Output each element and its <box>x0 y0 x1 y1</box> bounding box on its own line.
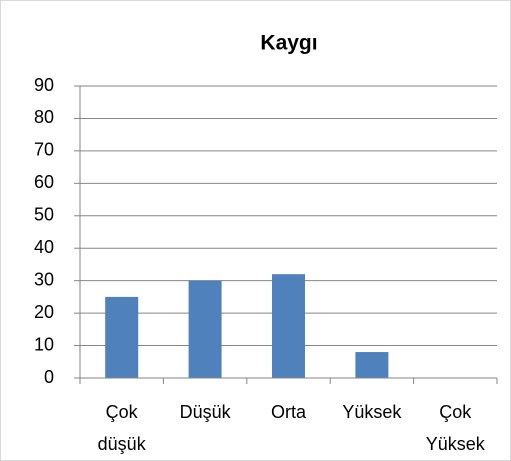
y-tick-label: 60 <box>34 172 54 192</box>
x-tick-label: Orta <box>270 402 306 422</box>
chart-title: Kaygı <box>260 32 317 55</box>
x-tick-label: Çok Yüksek <box>425 402 485 454</box>
bar <box>355 352 389 378</box>
bar <box>105 296 139 378</box>
y-tick-label: 30 <box>34 269 54 289</box>
y-tick-label: 0 <box>44 367 54 387</box>
y-tick-label: 40 <box>34 237 54 257</box>
y-tick-label: 20 <box>34 302 54 322</box>
x-tick-label: Çok düşük <box>97 402 146 454</box>
y-tick-label: 80 <box>34 107 54 127</box>
y-tick-label: 70 <box>34 140 54 160</box>
bar <box>272 274 305 378</box>
x-tick-label: Yüksek <box>342 402 402 422</box>
y-tick-label: 10 <box>34 334 54 354</box>
y-tick-label: 90 <box>34 75 54 95</box>
bar <box>188 280 222 378</box>
y-tick-label: 50 <box>34 205 54 225</box>
x-tick-label: Düşük <box>179 402 231 422</box>
